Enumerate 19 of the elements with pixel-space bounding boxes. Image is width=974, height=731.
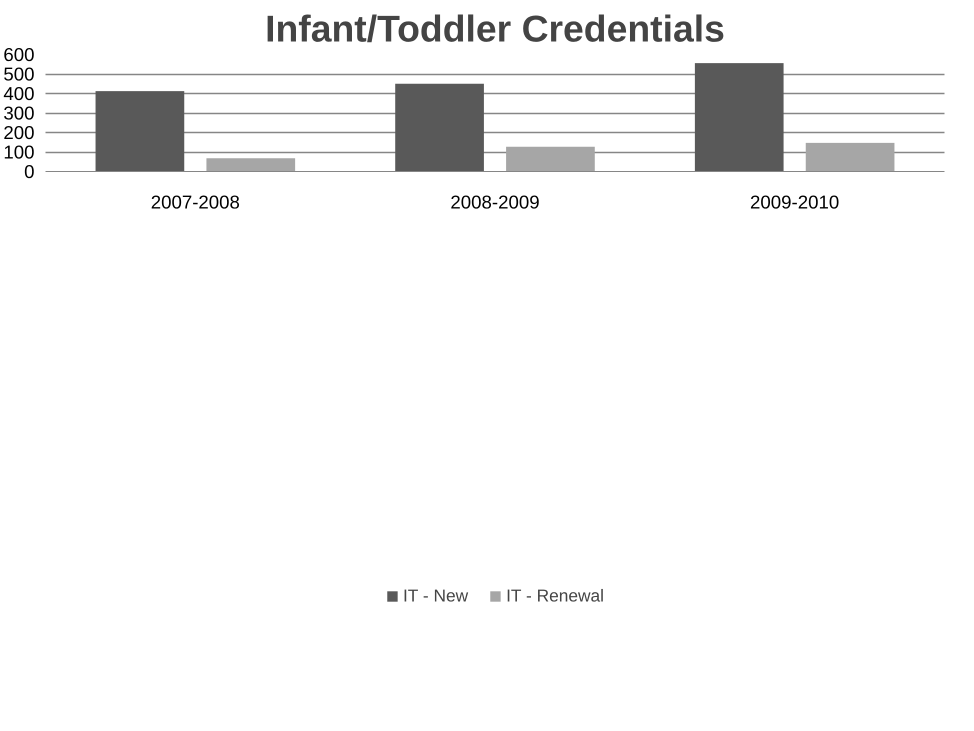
y-tick-label: 100 xyxy=(3,142,35,162)
bar xyxy=(806,142,894,172)
x-tick-label: 2009-2010 xyxy=(750,192,840,212)
y-tick-label: 300 xyxy=(3,102,35,124)
y-tick-label: 0 xyxy=(24,161,35,182)
legend-label: IT - Renewal xyxy=(506,585,604,606)
chart-title: Infant/Toddler Credentials xyxy=(265,8,725,50)
y-tick-label: 600 xyxy=(3,44,35,65)
y-tick-label: 500 xyxy=(3,64,35,84)
bar xyxy=(395,84,484,172)
x-tick-label: 2008-2009 xyxy=(450,192,540,212)
x-tick-label: 2007-2008 xyxy=(150,192,240,212)
bar xyxy=(694,63,784,172)
y-tick-label: 400 xyxy=(3,83,35,104)
legend-label: IT - New xyxy=(402,585,468,606)
bar xyxy=(506,146,595,172)
bar xyxy=(96,91,184,172)
y-tick-label: 200 xyxy=(3,122,35,143)
bar xyxy=(206,158,296,172)
